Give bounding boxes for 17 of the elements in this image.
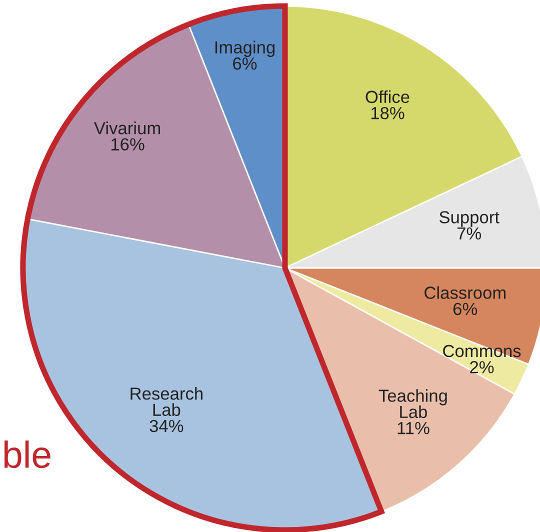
slice-label: Teaching Lab — [378, 389, 447, 418]
data-label: 2% — [470, 361, 494, 374]
slice-label: Office — [366, 90, 410, 104]
data-label: 11% — [398, 422, 430, 434]
data-label: 18% — [371, 106, 404, 120]
data-label: 7% — [457, 227, 482, 240]
data-label: 6% — [233, 57, 257, 70]
slice-label: Support — [439, 211, 500, 227]
data-label: 16% — [111, 138, 144, 150]
data-label: 34% — [150, 420, 184, 432]
slice-label: Imaging — [215, 40, 275, 57]
slice-label: Research Lab — [130, 387, 202, 416]
slice-label: Vivarium — [94, 122, 160, 134]
data-label: 6% — [453, 302, 478, 316]
slice-label: Classroom — [424, 286, 506, 299]
slice-label: Commons — [443, 344, 521, 358]
text: ble — [4, 440, 50, 468]
